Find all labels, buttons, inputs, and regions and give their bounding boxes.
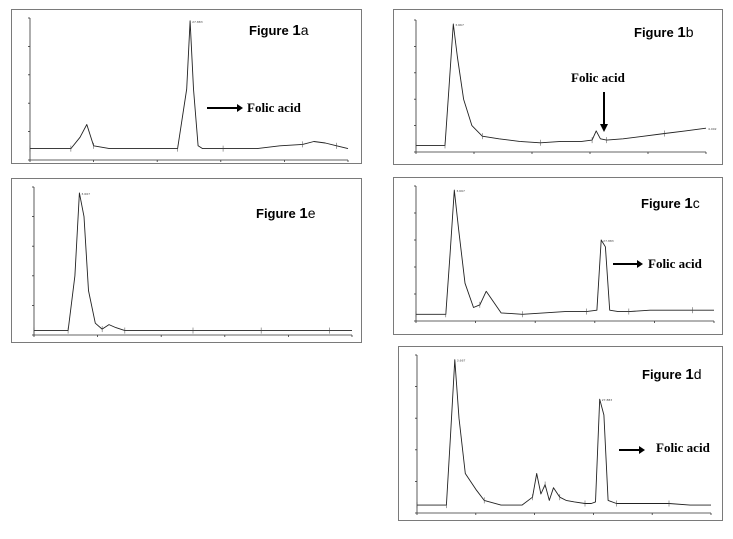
figure-label-1a: Figure 1a	[249, 22, 309, 39]
peak-label-1d-1: 27.883	[602, 398, 613, 402]
figure-label-1c: Figure 1c	[641, 195, 700, 212]
figure-label-1d: Figure 1d	[642, 366, 702, 383]
chart-1d-svg: 3.667 27.883	[415, 354, 712, 515]
arrow-1a	[207, 104, 243, 112]
figure-label-1b: Figure 1b	[634, 24, 694, 41]
arrow-1d	[619, 446, 645, 454]
chromatogram-trace-1e	[34, 192, 352, 332]
peak-label-1e-0: 3.667	[81, 192, 90, 196]
peak-label-1d-0: 3.667	[457, 359, 466, 363]
arrow-1c	[613, 260, 643, 268]
chromatogram-trace-1a	[30, 20, 349, 150]
chart-panel-1a: 27.883 Figure 1a Folic acid	[11, 9, 362, 164]
chart-panel-1e: 3.667 Figure 1e	[11, 178, 362, 343]
chart-1e-svg: 3.667	[32, 186, 353, 337]
annotation-1a: Folic acid	[247, 100, 301, 115]
peak-label-1a-0: 27.883	[192, 20, 203, 24]
chart-1a-svg: 27.883	[28, 17, 349, 162]
annotation-1b: Folic acid	[571, 70, 625, 85]
peak-label-1b-1: 4.002	[708, 127, 717, 131]
chromatogram-trace-1c	[416, 189, 714, 315]
chart-1b-svg: 3.667 4.002	[414, 19, 717, 154]
chart-panel-1d: 3.667 27.883 Figure 1d Folic acid	[398, 346, 723, 521]
annotation-1d: Folic acid	[656, 440, 710, 455]
peak-label-1c-1: 27.883	[603, 239, 614, 243]
figure-label-1e: Figure 1e	[256, 205, 316, 222]
chromatogram-trace-1d	[417, 359, 711, 506]
peak-label-1c-0: 3.667	[456, 189, 465, 193]
chart-1c-svg: 3.667 27.883	[414, 185, 715, 323]
chart-panel-1c: 3.667 27.883 Figure 1c Folic acid	[393, 177, 723, 335]
arrow-1b	[600, 92, 608, 132]
chromatogram-trace-1b	[416, 23, 707, 146]
peak-label-1b-0: 3.667	[455, 23, 464, 27]
chart-panel-1b: 3.667 4.002 Figure 1b Folic acid	[393, 9, 723, 165]
annotation-1c: Folic acid	[648, 256, 702, 271]
